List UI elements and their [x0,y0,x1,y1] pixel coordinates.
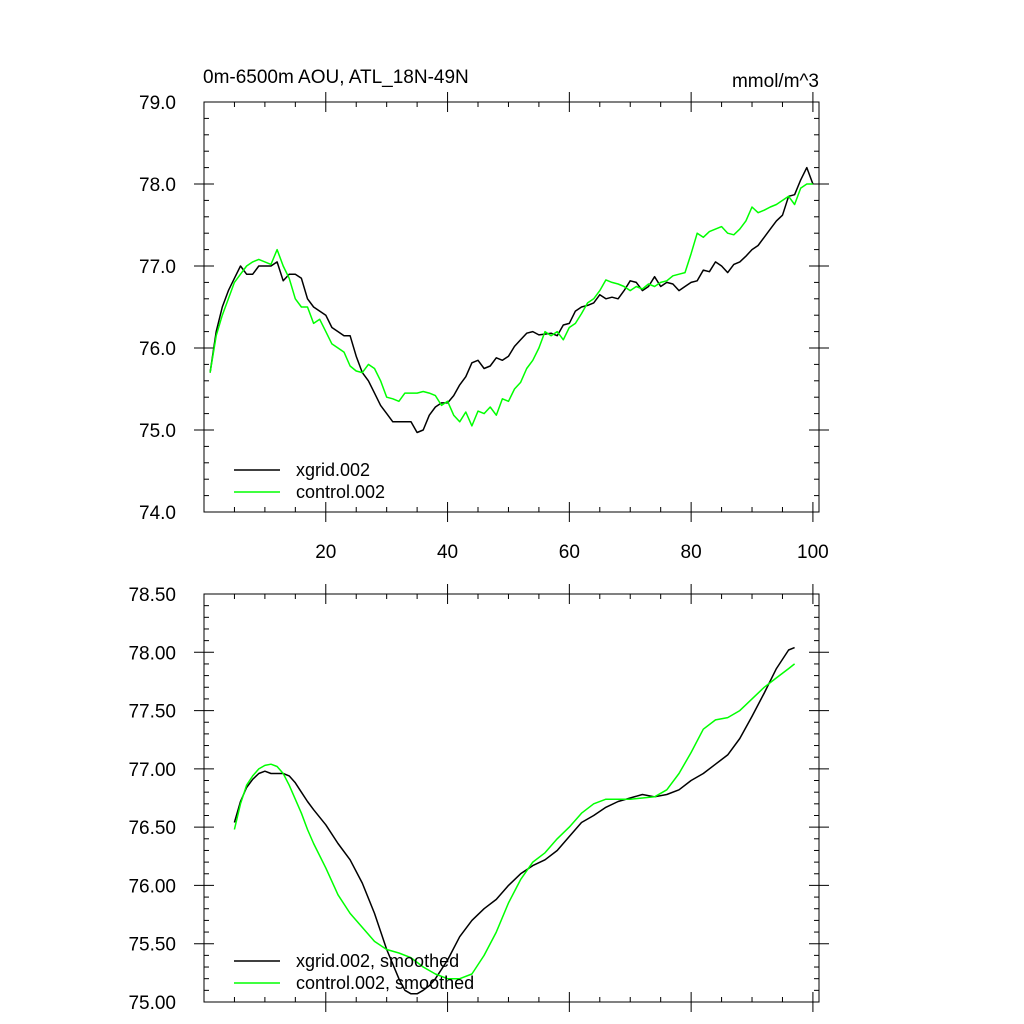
top-y-tick-label: 75.0 [139,421,176,442]
bottom-series-line-xgrid [233,646,795,995]
top-plot-frame [203,101,820,513]
top-legend-label-xgrid: xgrid.002 [296,460,370,480]
bottom-y-tick-label: 75.50 [128,935,176,956]
top-y-tick-label: 79.0 [139,93,176,114]
top-series-line-control [209,183,813,427]
top-y-tick-label: 77.0 [139,257,176,278]
bottom-y-tick-label: 77.50 [128,702,176,723]
panel-top: 0m-6500m AOU, ATL_18N-49N mmol/m^3 20 40 6… [139,67,829,563]
bottom-series-line-control [233,663,796,980]
top-chart-title: 0m-6500m AOU, ATL_18N-49N [203,67,469,88]
top-y-tick-label: 74.0 [139,503,176,524]
top-x-tick-label: 80 [681,542,702,563]
top-series-line-xgrid [209,166,814,434]
bottom-plot-frame [203,593,820,1003]
top-x-tick-label: 60 [559,542,580,563]
bottom-y-tick-label: 76.00 [128,876,176,897]
top-legend-label-control: control.002 [296,482,385,502]
bottom-y-tick-label: 77.00 [128,760,176,781]
bottom-legend-label-control: control.002, smoothed [296,973,474,993]
top-x-tick-label: 20 [315,542,336,563]
bottom-y-tick-label: 78.00 [128,643,176,664]
bottom-legend-label-xgrid: xgrid.002, smoothed [296,951,459,971]
panel-bottom: 75.00 75.50 76.00 76.50 77.00 77.50 78.00 78.50… [128,584,829,1014]
top-y-tick-label: 76.0 [139,339,176,360]
top-chart-units: mmol/m^3 [732,71,819,92]
top-x-tick-label: 40 [437,542,458,563]
top-y-tick-label: 78.0 [139,175,176,196]
bottom-y-tick-label: 78.50 [128,585,176,606]
bottom-y-tick-label: 75.00 [128,993,176,1014]
bottom-y-tick-label: 76.50 [128,818,176,839]
top-x-tick-label: 100 [797,542,829,563]
